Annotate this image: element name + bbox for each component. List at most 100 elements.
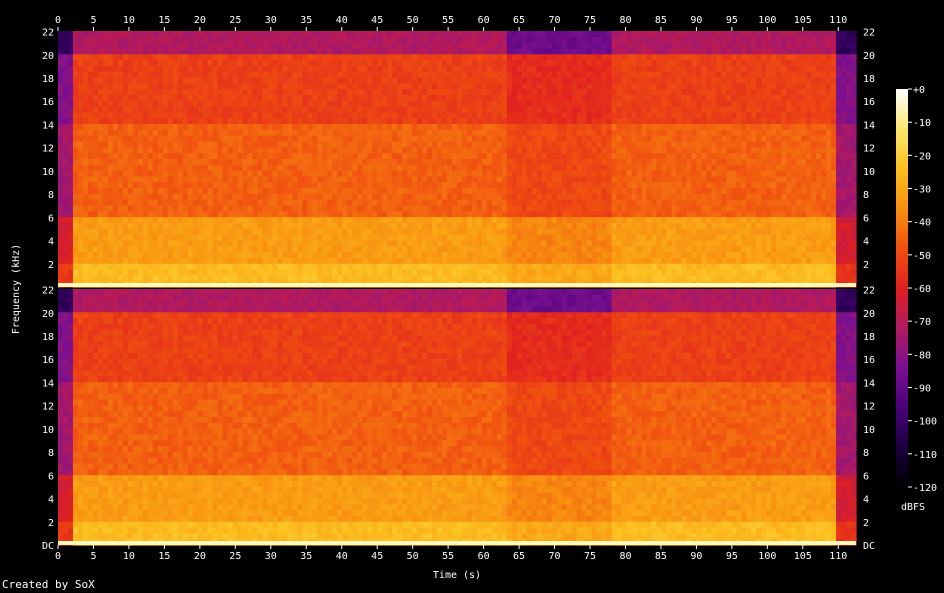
spectrogram-cell — [127, 48, 134, 55]
spectrogram-cell — [147, 217, 154, 224]
spectrogram-cell — [212, 153, 219, 160]
spectrogram-cell — [102, 112, 109, 119]
spectrogram-cell — [192, 89, 199, 96]
spectrogram-cell — [82, 112, 89, 119]
spectrogram-cell — [402, 65, 408, 73]
spectrogram-cell — [252, 199, 259, 207]
spectrogram-cell — [496, 77, 503, 84]
spectrogram-cell — [447, 106, 453, 114]
spectrogram-cell — [277, 182, 284, 189]
spectrogram-cell — [437, 246, 443, 253]
spectrogram-cell — [551, 199, 558, 207]
spectrogram-cell — [267, 141, 274, 148]
spectrogram-cell — [162, 100, 169, 108]
spectrogram-cell — [172, 135, 179, 143]
spectrogram-cell — [87, 205, 94, 212]
spectrogram-cell — [287, 71, 294, 79]
spectrogram-cell — [312, 188, 318, 195]
spectrogram-cell — [207, 263, 214, 271]
spectrogram-cell — [72, 112, 79, 119]
spectrogram-cell — [147, 118, 154, 125]
spectrogram-cell — [77, 228, 84, 236]
spectrogram-cell — [267, 77, 274, 84]
spectrogram-cell — [546, 135, 553, 143]
spectrogram-cell — [362, 36, 368, 44]
spectrogram-cell — [586, 129, 593, 137]
spectrogram-cell — [417, 100, 423, 108]
spectrogram-cell — [531, 217, 538, 224]
spectrogram-cell — [621, 89, 628, 96]
spectrogram-cell — [581, 106, 588, 114]
spectrogram-cell — [556, 106, 563, 114]
spectrogram-cell — [521, 223, 528, 230]
spectrogram-cell — [58, 48, 64, 55]
spectrogram-cell — [217, 77, 224, 84]
spectrogram-cell — [312, 106, 318, 114]
spectrogram-cell — [242, 77, 249, 84]
spectrogram-cell — [237, 71, 244, 79]
spectrogram-cell — [192, 135, 199, 143]
spectrogram-cell — [571, 246, 578, 253]
spectrogram-cell — [202, 89, 209, 96]
spectrogram-cell — [137, 71, 144, 79]
spectrogram-cell — [621, 164, 628, 172]
spectrogram-cell — [611, 83, 618, 90]
spectrogram-cell — [606, 205, 613, 212]
spectrogram-cell — [157, 223, 164, 230]
spectrogram-cell — [392, 211, 398, 218]
spectrogram-cell — [586, 234, 593, 242]
spectrogram-cell — [162, 217, 169, 224]
spectrogram-cell — [601, 164, 608, 172]
spectrogram-cell — [437, 263, 443, 271]
spectrogram-cell — [586, 275, 593, 282]
spectrogram-cell — [142, 54, 149, 61]
spectrogram-cell — [262, 95, 269, 102]
spectrogram-cell — [137, 129, 144, 137]
spectrogram-cell — [461, 205, 468, 212]
spectrogram-cell — [82, 199, 89, 207]
spectrogram-cell — [322, 124, 328, 131]
spectrogram-cell — [437, 240, 443, 247]
spectrogram-cell — [447, 164, 453, 172]
spectrogram-cell — [177, 217, 184, 224]
spectrogram-cell — [332, 275, 338, 282]
spectrogram-cell — [377, 159, 383, 166]
spectrogram-cell — [302, 223, 308, 230]
spectrogram-cell — [372, 118, 378, 125]
spectrogram-cell — [501, 269, 508, 276]
spectrogram-cell — [422, 147, 428, 154]
spectrogram-cell — [157, 124, 164, 131]
spectrogram-cell — [147, 164, 154, 172]
spectrogram-cell — [342, 240, 348, 247]
spectrogram-cell — [511, 269, 518, 276]
spectrogram-cell — [137, 182, 144, 189]
spectrogram-cell — [382, 263, 388, 271]
spectrogram-cell — [82, 182, 89, 189]
spectrogram-cell — [62, 89, 69, 96]
spectrogram-cell — [551, 89, 558, 96]
spectrogram-cell — [501, 234, 508, 242]
spectrogram-cell — [312, 42, 318, 50]
spectrogram-cell — [501, 217, 508, 224]
spectrogram-cell — [556, 135, 563, 143]
spectrogram-cell — [621, 71, 628, 79]
spectrogram-cell — [407, 54, 413, 61]
spectrogram-cell — [536, 228, 543, 236]
spectrogram-cell — [491, 71, 498, 79]
spectrogram-cell — [367, 257, 373, 265]
spectrogram-cell — [357, 31, 363, 38]
spectrogram-cell — [611, 252, 618, 259]
spectrogram-cell — [432, 217, 438, 224]
spectrogram-cell — [167, 170, 174, 178]
spectrogram-cell — [122, 217, 129, 224]
spectrogram-cell — [322, 182, 328, 189]
spectrogram-cell — [262, 48, 269, 55]
spectrogram-cell — [511, 42, 518, 50]
spectrogram-cell — [427, 246, 433, 253]
spectrogram-cell — [207, 153, 214, 160]
spectrogram-cell — [591, 31, 598, 38]
spectrogram-cell — [322, 118, 328, 125]
spectrogram-cell — [172, 129, 179, 137]
spectrogram-cell — [511, 275, 518, 282]
spectrogram-cell — [297, 106, 303, 114]
